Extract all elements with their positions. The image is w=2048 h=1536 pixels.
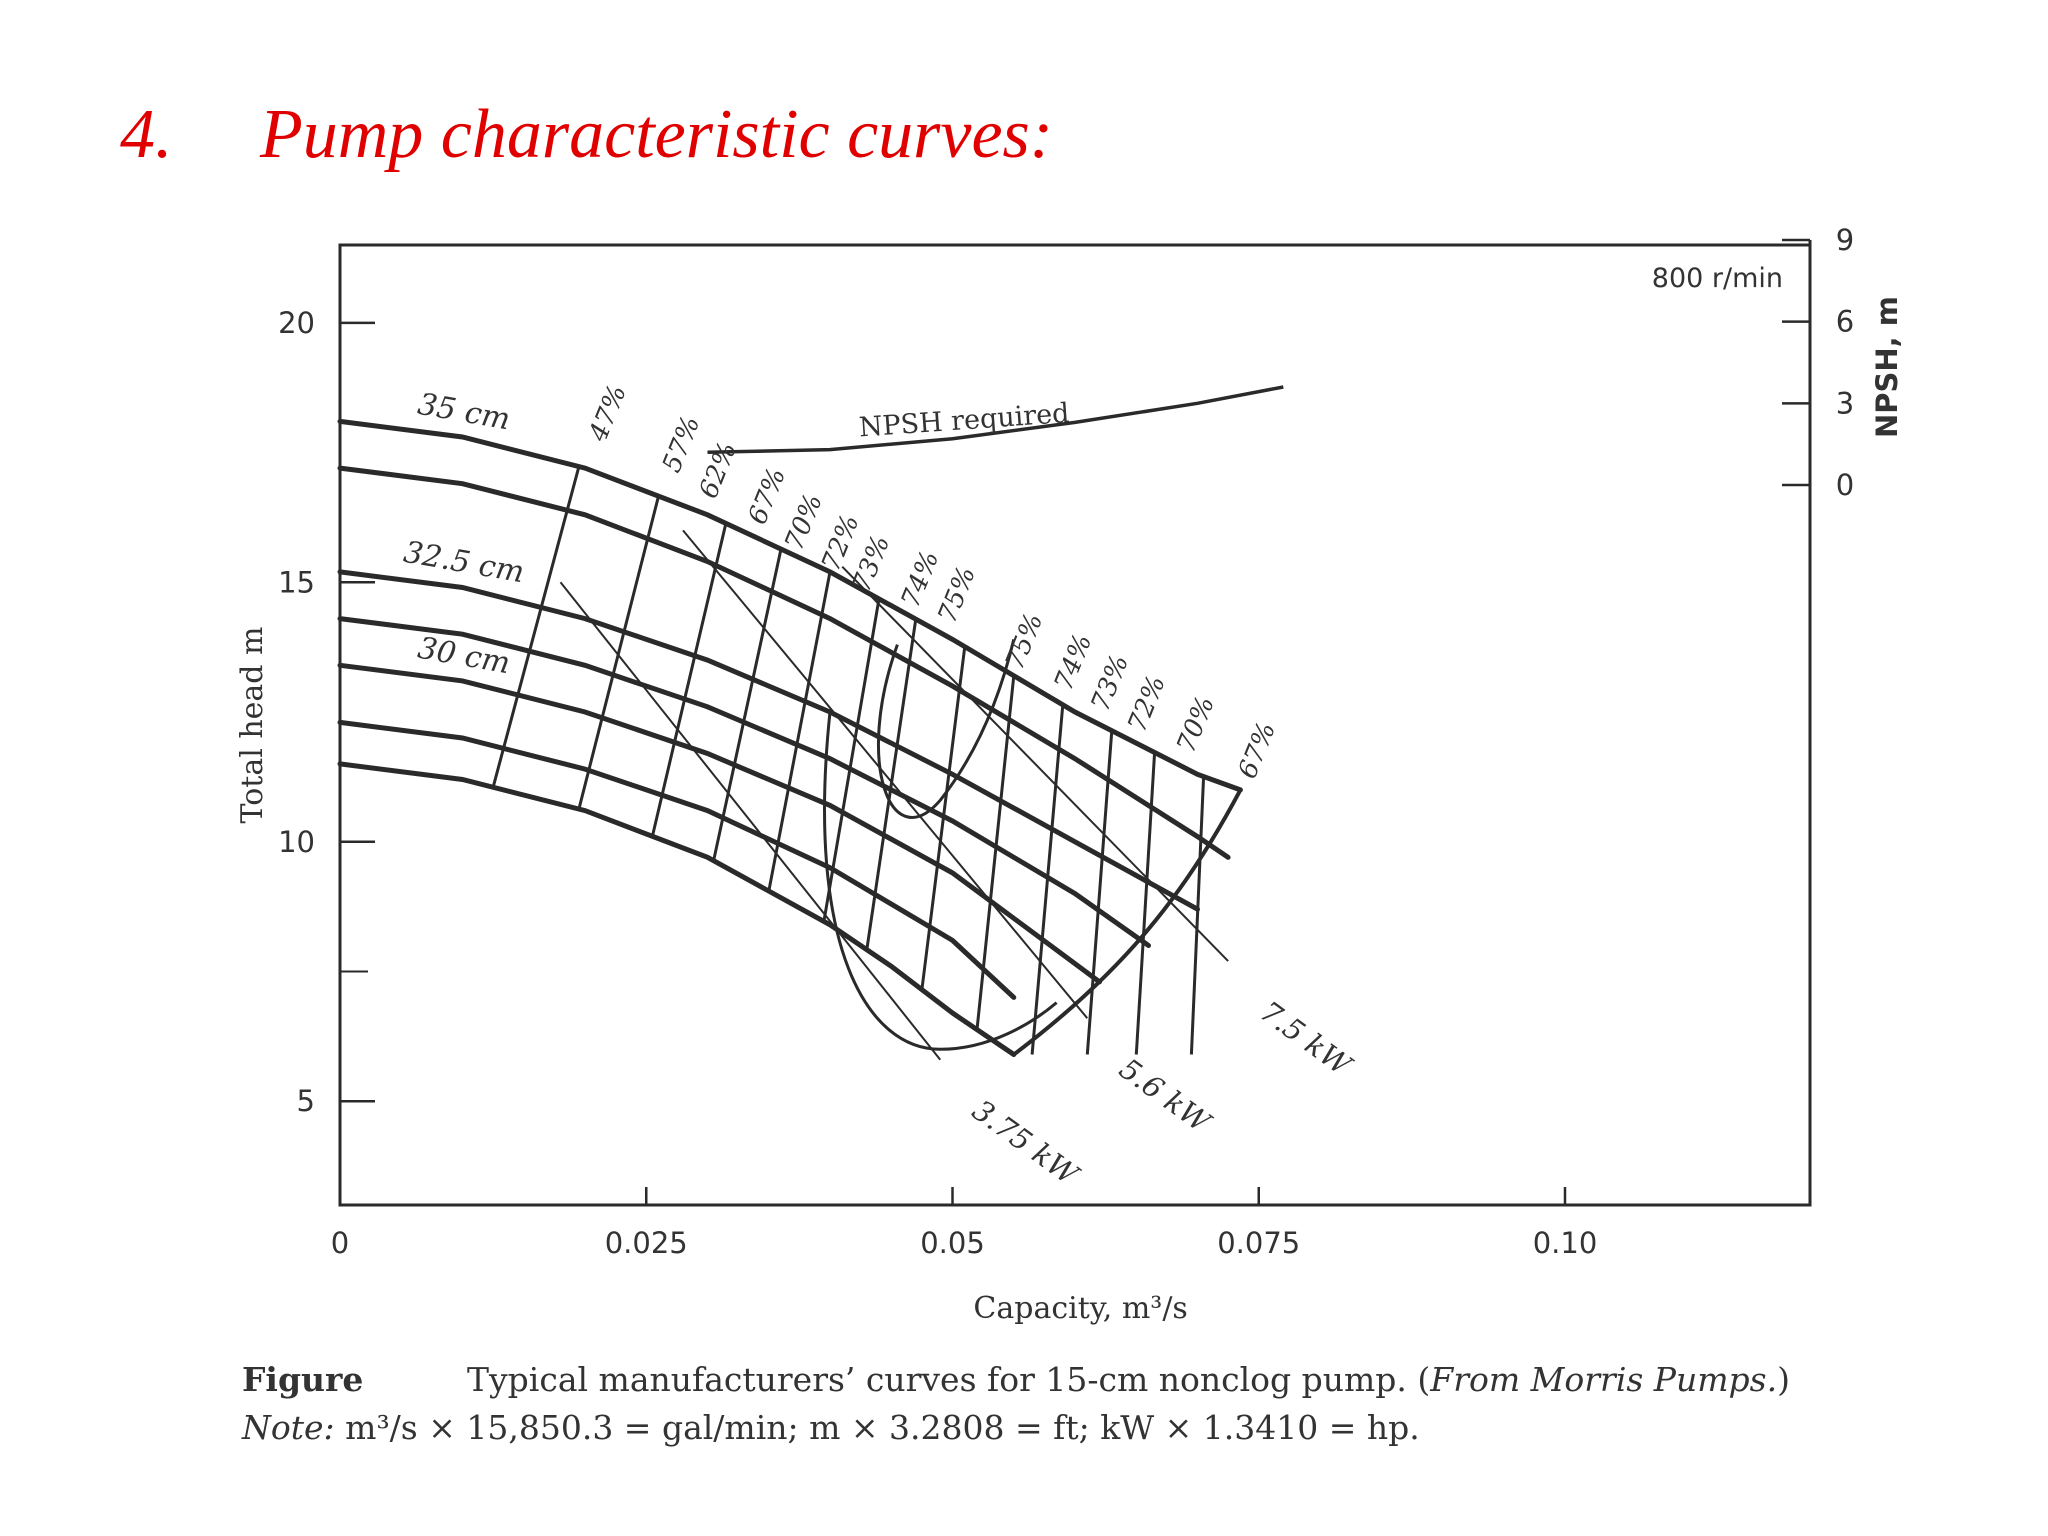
efficiency-label: 75% [933, 562, 982, 627]
slide-title: 4. Pump characteristic curves: [120, 95, 1053, 175]
impeller-curve [337, 418, 1243, 793]
caption-text: Typical manufacturers’ curves for 15-cm … [467, 1360, 1431, 1399]
efficiency-line [577, 495, 660, 810]
power-line [841, 566, 1229, 962]
efficiency-label: 47% [583, 381, 633, 447]
y-tick-label: 20 [278, 306, 315, 340]
x-tick-label: 0.025 [605, 1226, 688, 1260]
y2-tick-label: 9 [1836, 223, 1854, 257]
efficiency-label: 70% [779, 490, 828, 555]
efficiency-label: 72% [1122, 671, 1171, 736]
x-tick-label: 0.10 [1533, 1226, 1598, 1260]
caption-end: ) [1777, 1360, 1790, 1399]
efficiency-label: 62% [694, 438, 743, 503]
speed-label: 800 r/min [1652, 263, 1783, 294]
efficiency-label: 70% [1171, 692, 1220, 757]
npsh-required-curve [707, 385, 1284, 455]
figure-note: Note: m³/s × 15,850.3 = gal/min; m × 3.2… [242, 1408, 1420, 1447]
x-tick-label: 0.05 [920, 1226, 985, 1260]
power-line-label: 7.5 kW [1254, 994, 1359, 1083]
efficiency-label: 73% [1086, 651, 1135, 716]
efficiency-line [865, 618, 918, 950]
efficiency-line [1085, 730, 1114, 1055]
power-line-layer [559, 529, 1229, 1061]
impeller-curve [337, 761, 1017, 1057]
y2-tick-label: 0 [1836, 468, 1854, 502]
impeller-curve-label: 35 cm [415, 387, 513, 438]
impeller-curve [337, 662, 1102, 985]
efficiency-label: 75% [1000, 609, 1049, 674]
efficiency-line [712, 548, 783, 862]
x-axis-label: Capacity, m³/s [973, 1291, 1187, 1326]
y-tick-label: 15 [278, 565, 315, 599]
impeller-curve [337, 719, 1017, 1000]
impeller-curve-label: 30 cm [415, 631, 513, 682]
slide-title-text: Pump characteristic curves: [260, 96, 1054, 173]
efficiency-line [1189, 776, 1206, 1055]
impeller-curve [337, 616, 1151, 948]
x-tick-label: 0.075 [1217, 1226, 1300, 1260]
plot-frame [338, 243, 1812, 1207]
power-line-label: 5.6 kW [1113, 1051, 1218, 1140]
efficiency-envelope [1012, 788, 1243, 1057]
efficiency-label: 67% [1233, 718, 1282, 783]
efficiency-loop [823, 711, 1058, 1051]
power-line [682, 529, 1089, 1019]
power-line [559, 581, 942, 1061]
efficiency-label: 74% [1049, 630, 1098, 695]
y-tick-label: 10 [278, 825, 315, 859]
note-text: m³/s × 15,850.3 = gal/min; m × 3.2808 = … [345, 1408, 1420, 1447]
efficiency-label: 57% [657, 412, 706, 477]
note-label: Note: [242, 1408, 335, 1447]
x-tick-label: 0 [331, 1226, 349, 1260]
caption-source: From Morris Pumps. [1430, 1360, 1778, 1399]
efficiency-line [1134, 752, 1157, 1055]
efficiency-line [650, 523, 728, 837]
y2-tick-label: 6 [1836, 305, 1854, 339]
y2-axis-label: NPSH, m [1870, 296, 1904, 438]
y-axis-label: Total head m [235, 627, 270, 824]
figure-label: Figure [242, 1360, 364, 1399]
y2-tick-label: 3 [1836, 386, 1854, 420]
impeller-curve-layer [337, 385, 1284, 1057]
impeller-curve [337, 465, 1231, 860]
figure-caption: Figure Typical manufacturers’ curves for … [242, 1360, 1790, 1399]
efficiency-label: 67% [743, 464, 792, 529]
efficiency-line [491, 466, 581, 788]
efficiency-line [767, 571, 832, 892]
power-line-label: 3.75 kW [966, 1093, 1086, 1193]
y-tick-label: 5 [297, 1084, 315, 1118]
slide-title-number: 4. [120, 96, 173, 173]
impeller-curve [337, 569, 1200, 912]
axes-layer: 0 0.025 0.05 0.075 0.10 5 10 15 20 0 3 6 9 Capacity, … [235, 223, 1904, 1326]
